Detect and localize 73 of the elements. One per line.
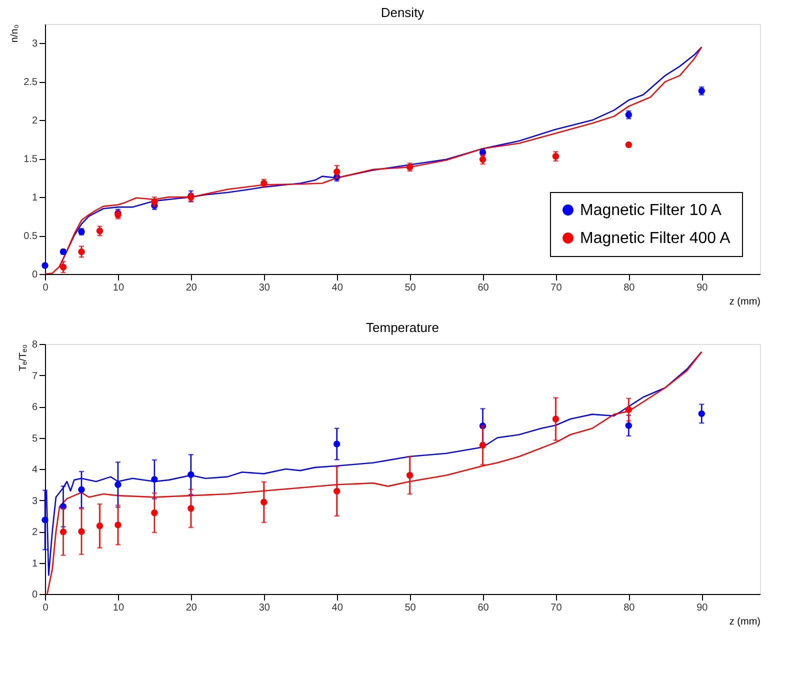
point (151, 476, 158, 483)
x-tick-label: 50 (404, 602, 416, 614)
x-tick-label: 0 (42, 602, 49, 614)
point (552, 152, 560, 160)
y-tick-label: 1.5 (24, 154, 38, 166)
point (78, 486, 85, 493)
x-tick-label: 10 (112, 282, 124, 294)
x-tick-label: 40 (332, 282, 344, 294)
y-tick-label: 2.5 (24, 77, 38, 88)
point (78, 528, 85, 535)
point (552, 416, 560, 422)
point (333, 168, 340, 176)
x-tick-label: 80 (624, 602, 636, 614)
x-tick-label: 60 (478, 602, 490, 614)
point (479, 156, 486, 163)
point (60, 264, 67, 270)
chart-title: Temperature (366, 320, 439, 335)
point (260, 498, 268, 506)
y-tick-label: 1 (32, 558, 38, 570)
point (188, 505, 194, 512)
point (78, 248, 85, 256)
point (333, 488, 340, 495)
x-axis-title: z (mm) (729, 616, 760, 628)
point (698, 410, 705, 418)
point (114, 481, 122, 488)
x-tick-label: 80 (624, 282, 636, 294)
y-tick-label: 5 (32, 433, 38, 444)
x-tick-label: 70 (550, 602, 562, 614)
point (42, 262, 48, 269)
point (625, 406, 632, 413)
x-tick-label: 30 (258, 602, 270, 614)
x-tick-label: 20 (186, 602, 198, 614)
x-tick-label: 60 (478, 282, 490, 294)
point (151, 198, 158, 206)
point (114, 522, 122, 528)
y-axis-title: Tₑ/Tₑ₀ (18, 344, 29, 372)
point (479, 442, 486, 449)
point (625, 141, 632, 148)
x-tick-label: 10 (112, 602, 124, 614)
x-tick-label: 50 (404, 282, 416, 294)
x-tick-label: 70 (550, 282, 562, 294)
x-tick-label: 90 (696, 602, 708, 614)
y-axis-title: n/n₀ (10, 24, 21, 43)
y-tick-label: 8 (32, 340, 38, 350)
y-tick-label: 0 (32, 270, 38, 280)
point (60, 528, 67, 536)
y-tick-label: 7 (32, 370, 38, 382)
y-tick-label: 6 (32, 402, 38, 413)
point (96, 522, 104, 530)
x-tick-label: 20 (186, 282, 198, 294)
y-tick-label: 4 (32, 464, 38, 476)
y-tick-label: 3 (32, 496, 38, 507)
legend-label: Magnetic Filter 400 A (580, 230, 731, 247)
point (188, 471, 194, 478)
y-tick-label: 1 (32, 192, 38, 204)
y-tick-label: 0 (32, 590, 38, 600)
point (406, 472, 414, 479)
x-axis-title: z (mm) (729, 296, 760, 308)
point (96, 228, 104, 234)
x-tick-label: 30 (258, 282, 270, 294)
y-tick-label: 0.5 (24, 231, 38, 242)
x-tick-label: 90 (696, 282, 708, 294)
point (625, 422, 632, 429)
point (151, 509, 158, 516)
y-tick-label: 2 (32, 527, 38, 538)
x-tick-label: 40 (332, 602, 344, 614)
point (333, 440, 340, 448)
y-tick-label: 2 (32, 116, 38, 127)
x-tick-label: 0 (42, 282, 49, 294)
chart-title: Density (380, 5, 425, 20)
legend-label: Magnetic Filter 10 A (580, 202, 722, 219)
y-tick-label: 3 (32, 38, 38, 50)
point (42, 516, 48, 524)
